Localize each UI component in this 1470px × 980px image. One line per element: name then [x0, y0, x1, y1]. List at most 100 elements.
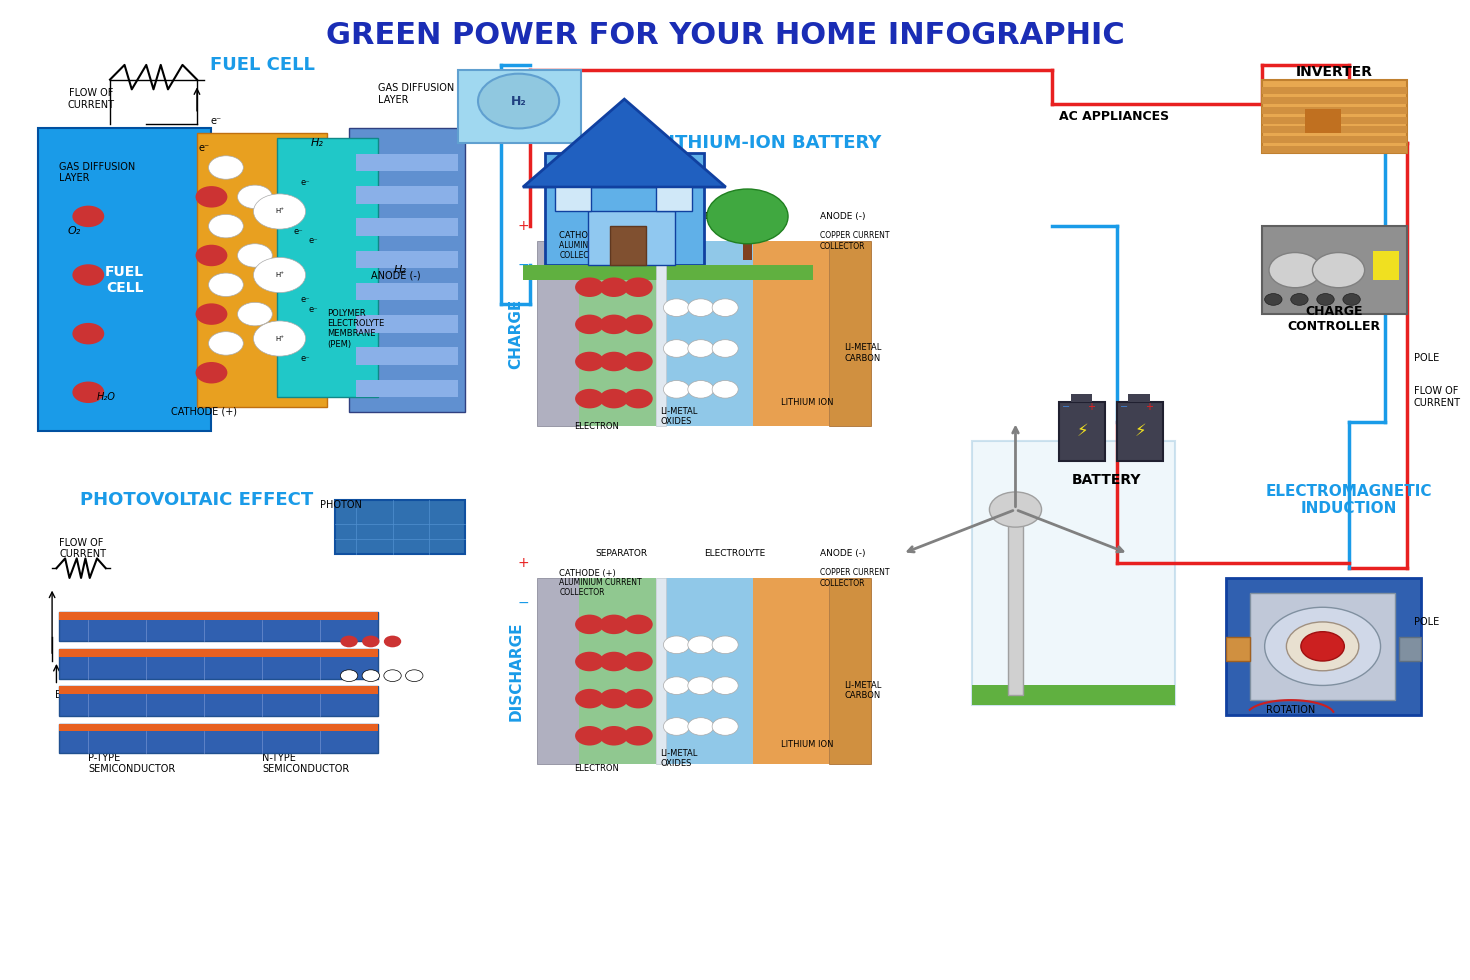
Circle shape	[688, 677, 714, 695]
Circle shape	[989, 492, 1042, 527]
Text: −: −	[517, 596, 529, 610]
Text: POLE: POLE	[1414, 353, 1439, 363]
Bar	[744, 221, 751, 261]
Circle shape	[663, 380, 689, 398]
Text: ANODE (-): ANODE (-)	[820, 549, 866, 558]
Circle shape	[253, 258, 306, 293]
Text: LITHIUM ION: LITHIUM ION	[781, 740, 833, 749]
Bar	[59, 723, 378, 753]
Circle shape	[688, 380, 714, 398]
Circle shape	[623, 652, 653, 671]
Text: e⁻: e⁻	[210, 116, 222, 125]
Text: CATHODE (+): CATHODE (+)	[171, 407, 237, 416]
Bar	[59, 650, 378, 678]
Circle shape	[253, 320, 306, 356]
Bar	[1250, 593, 1395, 700]
Bar	[656, 241, 666, 426]
Bar	[1261, 87, 1407, 94]
Text: SEPARATOR: SEPARATOR	[595, 212, 647, 220]
Bar	[1226, 637, 1250, 662]
Circle shape	[623, 689, 653, 709]
Circle shape	[688, 340, 714, 358]
Bar	[59, 686, 378, 694]
Bar	[523, 266, 813, 280]
Bar	[666, 241, 753, 426]
Circle shape	[600, 614, 628, 634]
Circle shape	[663, 717, 689, 735]
Bar	[59, 612, 378, 620]
Bar	[1261, 107, 1407, 114]
Circle shape	[600, 352, 628, 371]
Bar	[1117, 402, 1163, 461]
Circle shape	[341, 669, 357, 681]
Circle shape	[72, 381, 104, 403]
Circle shape	[1344, 294, 1360, 306]
Circle shape	[711, 636, 738, 654]
Bar	[1070, 394, 1092, 402]
Text: ELECTRON: ELECTRON	[54, 690, 107, 701]
Text: LI-METAL
OXIDES: LI-METAL OXIDES	[660, 749, 698, 768]
Text: CATHODE (+): CATHODE (+)	[559, 231, 616, 240]
Text: GAS DIFFUSION
LAYER: GAS DIFFUSION LAYER	[59, 162, 135, 183]
Bar	[356, 251, 457, 269]
Circle shape	[209, 331, 244, 355]
Text: +: +	[1145, 402, 1152, 412]
Text: H⁺: H⁺	[275, 209, 284, 215]
Text: −: −	[1063, 402, 1070, 412]
Text: COPPER CURRENT
COLLECTOR: COPPER CURRENT COLLECTOR	[820, 568, 889, 588]
Circle shape	[196, 362, 228, 383]
Circle shape	[688, 717, 714, 735]
Text: ELECTROLYTE: ELECTROLYTE	[704, 212, 766, 220]
Text: BATTERY: BATTERY	[1072, 473, 1142, 487]
Bar	[656, 187, 692, 212]
Text: +: +	[517, 557, 529, 570]
Text: LI-METAL
CARBON: LI-METAL CARBON	[845, 681, 882, 700]
Text: FLOW OF
CURRENT: FLOW OF CURRENT	[68, 88, 115, 110]
Circle shape	[1313, 253, 1364, 288]
Text: ELECTROLYTE: ELECTROLYTE	[704, 549, 766, 558]
Bar	[579, 578, 656, 763]
Text: +: +	[1086, 402, 1095, 412]
Text: POLE: POLE	[1414, 617, 1439, 627]
Circle shape	[663, 677, 689, 695]
Circle shape	[600, 689, 628, 709]
Bar	[1261, 117, 1407, 123]
Bar	[1261, 146, 1407, 153]
Circle shape	[1291, 294, 1308, 306]
Text: e⁻: e⁻	[309, 305, 318, 314]
Bar	[1129, 394, 1150, 402]
Circle shape	[1286, 622, 1358, 670]
Circle shape	[688, 636, 714, 654]
Circle shape	[238, 185, 272, 209]
Circle shape	[384, 669, 401, 681]
Circle shape	[238, 303, 272, 325]
Circle shape	[575, 315, 604, 334]
Bar	[972, 685, 1175, 705]
Bar	[554, 187, 591, 212]
Circle shape	[253, 194, 306, 229]
Circle shape	[362, 669, 379, 681]
Text: ROTATION: ROTATION	[1266, 705, 1316, 714]
Circle shape	[711, 299, 738, 317]
Bar	[545, 153, 704, 266]
Bar	[753, 578, 829, 763]
Text: AC APPLIANCES: AC APPLIANCES	[1058, 110, 1169, 123]
Circle shape	[406, 669, 423, 681]
Text: −: −	[1120, 402, 1127, 412]
Text: e⁻: e⁻	[301, 354, 310, 363]
Circle shape	[72, 206, 104, 227]
Circle shape	[600, 652, 628, 671]
Text: CHARGE: CHARGE	[509, 299, 523, 368]
Text: H₂: H₂	[310, 138, 323, 148]
Circle shape	[196, 186, 228, 208]
Circle shape	[196, 304, 228, 324]
Text: COPPER CURRENT
COLLECTOR: COPPER CURRENT COLLECTOR	[820, 231, 889, 251]
Text: SEPARATOR: SEPARATOR	[595, 549, 647, 558]
Text: HOLE: HOLE	[313, 695, 340, 705]
Text: ELECTROMAGNETIC
INDUCTION: ELECTROMAGNETIC INDUCTION	[1266, 483, 1432, 516]
Text: ⚡: ⚡	[1076, 422, 1088, 440]
Circle shape	[575, 389, 604, 409]
Bar	[276, 138, 378, 397]
Text: e⁻: e⁻	[301, 295, 310, 304]
Circle shape	[623, 726, 653, 746]
